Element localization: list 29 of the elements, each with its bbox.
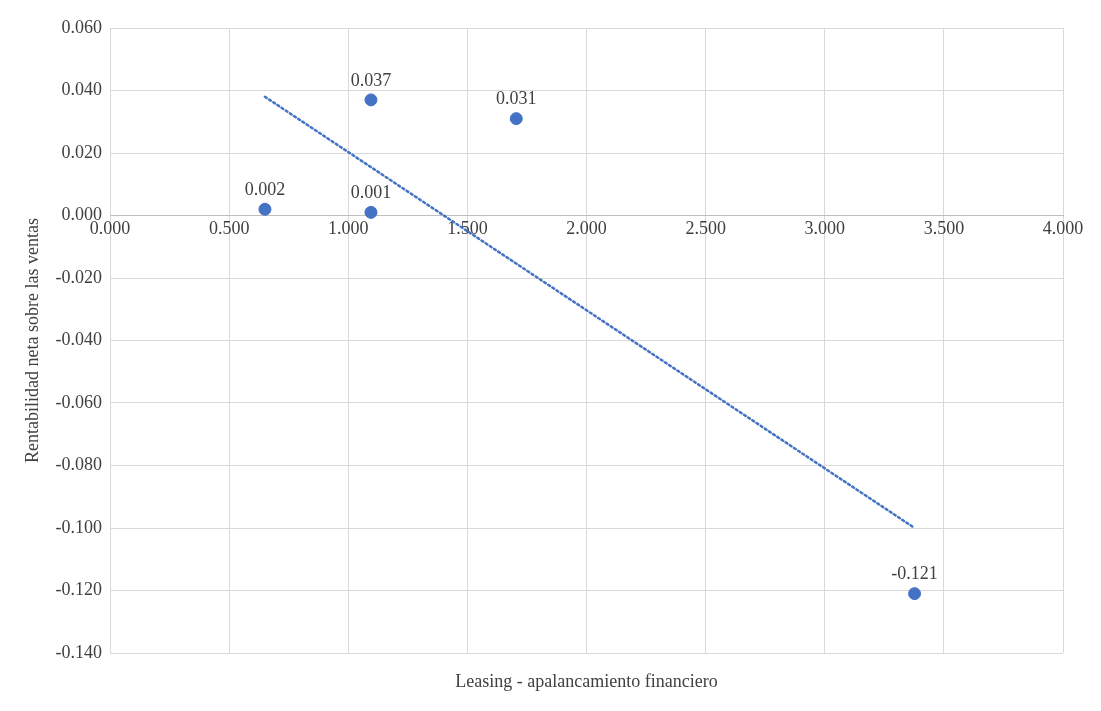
y-tick-label: -0.120: [55, 579, 103, 600]
x-tick-label: 2.500: [685, 218, 726, 239]
point: [908, 587, 922, 601]
y-tick-label: -0.080: [55, 454, 103, 475]
point: [364, 205, 378, 219]
y-tick-label: 0.020: [61, 141, 103, 162]
point: [364, 93, 378, 107]
data-label: -0.121: [891, 563, 938, 584]
point: [258, 202, 272, 216]
x-tick-label: 2.000: [566, 218, 607, 239]
y-tick-label: -0.060: [55, 391, 103, 412]
y-tick-label: -0.140: [55, 641, 103, 662]
data-label: 0.031: [496, 88, 537, 109]
x-tick-label: 0.500: [208, 218, 250, 239]
x-tick-label: 1.000: [328, 218, 369, 239]
y-tick-label: -0.020: [55, 266, 103, 287]
data-label: 0.002: [244, 178, 286, 199]
x-tick-label: 4.000: [1042, 218, 1084, 239]
data-label: 0.037: [350, 69, 392, 90]
x-axis-title: Leasing - apalancamiento financiero: [455, 670, 718, 691]
point: [509, 112, 523, 126]
y-tick-label: 0.060: [61, 16, 103, 37]
y-tick-label: -0.040: [55, 329, 103, 350]
y-axis-title: Rentabilidad neta sobre las ventas: [21, 218, 42, 463]
data-label: 0.001: [350, 182, 392, 203]
x-tick-label: 3.500: [923, 218, 965, 239]
y-tick-label: 0.040: [61, 79, 103, 100]
x-tick-label: 3.000: [804, 218, 846, 239]
y-tick-label: -0.100: [55, 516, 103, 537]
